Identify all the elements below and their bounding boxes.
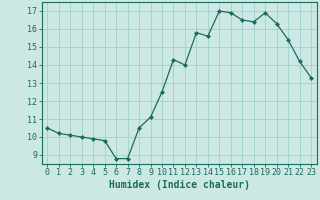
X-axis label: Humidex (Indice chaleur): Humidex (Indice chaleur) — [109, 180, 250, 190]
